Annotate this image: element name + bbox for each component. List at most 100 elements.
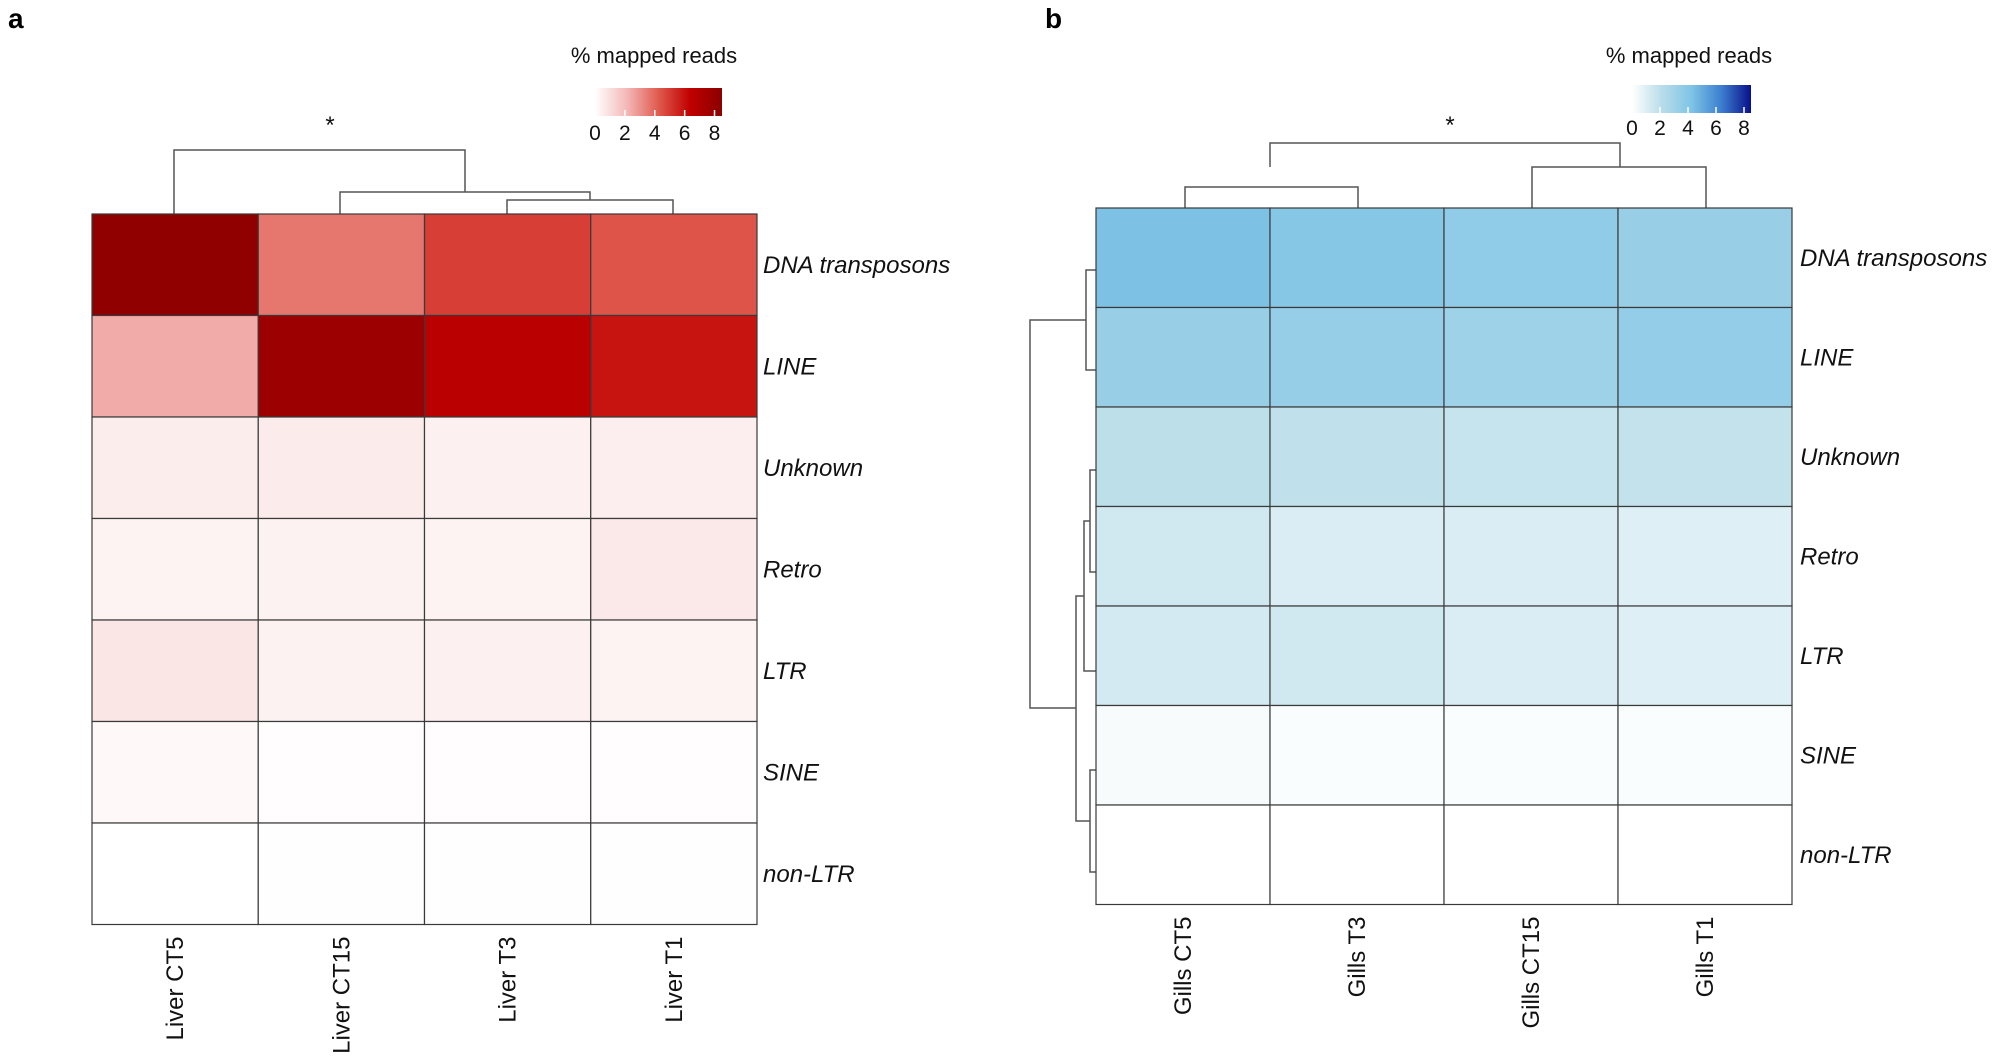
- panel-b-cell: [1269, 406, 1445, 508]
- panel-a-row-label: LTR: [763, 658, 807, 685]
- panel-a-cell: [257, 619, 426, 723]
- panel-a-column-dendrogram: [173, 149, 674, 214]
- panel-b-cell: [1617, 804, 1793, 906]
- panel-b-legend-title: % mapped reads: [1606, 43, 1772, 68]
- panel-a-column-label: Liver CT5: [162, 937, 189, 1041]
- panel-b-cell: [1095, 306, 1271, 408]
- panel-a-cell: [423, 517, 592, 621]
- panel-a-cell: [257, 314, 426, 418]
- panel-b-cell: [1269, 804, 1445, 906]
- panel-b-row-label: DNA transposons: [1800, 245, 1987, 272]
- panel-b-legend-tick-label: 6: [1710, 117, 1722, 140]
- panel-a-cell: [590, 213, 758, 317]
- panel-a-cell: [423, 213, 592, 317]
- panel-b-row-label: Retro: [1800, 543, 1859, 570]
- panel-b-cell: [1443, 505, 1619, 607]
- panel-b-significance-star: *: [1445, 112, 1454, 139]
- panel-a-legend-tick-label: 4: [649, 122, 661, 145]
- panel-b-cell: [1269, 207, 1445, 309]
- panel-a-cell: [423, 314, 592, 418]
- panel-b-letter: b: [1045, 3, 1062, 34]
- panel-a-column-label: Liver T1: [661, 937, 688, 1023]
- panel-a-cell: [257, 720, 426, 824]
- panel-b-legend-tick-label: 8: [1738, 117, 1750, 140]
- panel-a-legend-tick-label: 8: [709, 122, 721, 145]
- panel-a-cell: [257, 822, 426, 926]
- panel-a-row-label: DNA transposons: [763, 252, 950, 279]
- panel-b-cell: [1443, 804, 1619, 906]
- panel-b-cell: [1443, 406, 1619, 508]
- panel-b-cell: [1617, 605, 1793, 707]
- panel-a-row-label: non-LTR: [763, 861, 855, 888]
- panel-b-cell: [1617, 505, 1793, 607]
- panel-b-row-label: Unknown: [1800, 444, 1900, 471]
- panel-b-row-label: SINE: [1800, 742, 1857, 769]
- panel-a-row-label: SINE: [763, 759, 820, 786]
- panel-b-cell: [1617, 406, 1793, 508]
- panel-a-cell: [423, 416, 592, 520]
- panel-a-legend-colorbar: [595, 88, 722, 116]
- panel-a-cell: [590, 314, 758, 418]
- panel-a-cell: [91, 314, 259, 418]
- panel-b-legend-tick-label: 4: [1682, 117, 1694, 140]
- panel-b-column-dendrogram: [1184, 142, 1707, 208]
- panel-b-cell: [1095, 704, 1271, 806]
- panel-a-cell: [257, 213, 426, 317]
- panel-a-legend-tick-label: 6: [679, 122, 691, 145]
- panel-a-cell: [91, 822, 259, 926]
- panel-a-cell: [91, 213, 259, 317]
- panel-a-legend-tick-label: 0: [589, 122, 601, 145]
- panel-b-row-dendrogram: [1029, 269, 1096, 873]
- panel-b-column-label: Gills T3: [1344, 917, 1371, 998]
- panel-b-legend-tick-label: 0: [1626, 117, 1638, 140]
- panel-b-cell: [1095, 207, 1271, 309]
- panel-a-heatmap: DNA transposons LINE Unknown Retro LTR SINE no…: [91, 213, 950, 1054]
- panel-b-cell: [1269, 605, 1445, 707]
- panel-a-column-label: Liver CT15: [328, 937, 355, 1054]
- panel-b-row-label: non-LTR: [1800, 842, 1892, 869]
- panel-a-significance-star: *: [325, 112, 334, 139]
- panel-a-legend-tick-label: 2: [619, 122, 631, 145]
- panel-b-row-label: LINE: [1800, 344, 1854, 371]
- panel-b-cell: [1269, 505, 1445, 607]
- panel-b-cell: [1443, 207, 1619, 309]
- panel-a-cell: [590, 416, 758, 520]
- panel-a-column-label: Liver T3: [495, 937, 522, 1023]
- panel-b-column-label: Gills T1: [1692, 917, 1719, 998]
- panel-b-legend-colorbar: [1632, 85, 1751, 113]
- panel-a-cell: [91, 720, 259, 824]
- panel-a-cell: [590, 822, 758, 926]
- panel-b-cell: [1095, 605, 1271, 707]
- panel-a-cell: [590, 720, 758, 824]
- panel-b-cell: [1269, 704, 1445, 806]
- panel-a-cell: [91, 619, 259, 723]
- panel-b-legend-tick-label: 2: [1654, 117, 1666, 140]
- panel-a-cell: [423, 822, 592, 926]
- panel-a-row-label: Retro: [763, 556, 822, 583]
- panel-a-cell: [590, 619, 758, 723]
- panel-b-cell: [1617, 207, 1793, 309]
- panel-b-column-label: Gills CT15: [1518, 917, 1545, 1029]
- panel-a-letter: a: [8, 3, 24, 34]
- panel-b-cell: [1443, 306, 1619, 408]
- panel-b-heatmap: DNA transposons LINE Unknown Retro LTR SINE no…: [1095, 207, 1987, 1029]
- panel-a-cell: [91, 517, 259, 621]
- panel-b-cell: [1443, 704, 1619, 806]
- panel-a-cell: [590, 517, 758, 621]
- panel-b-cell: [1095, 406, 1271, 508]
- panel-b-cell: [1269, 306, 1445, 408]
- panel-a-legend-title: % mapped reads: [571, 43, 737, 68]
- panel-a-cell: [257, 517, 426, 621]
- panel-b-cell: [1617, 704, 1793, 806]
- panel-a-cell: [257, 416, 426, 520]
- panel-a-cell: [423, 720, 592, 824]
- panel-b-cell: [1443, 605, 1619, 707]
- panel-b-cell: [1095, 505, 1271, 607]
- panel-b-row-label: LTR: [1800, 643, 1844, 670]
- panel-a-row-label: LINE: [763, 353, 817, 380]
- panel-b-column-label: Gills CT5: [1170, 917, 1197, 1016]
- panel-b-cell: [1095, 804, 1271, 906]
